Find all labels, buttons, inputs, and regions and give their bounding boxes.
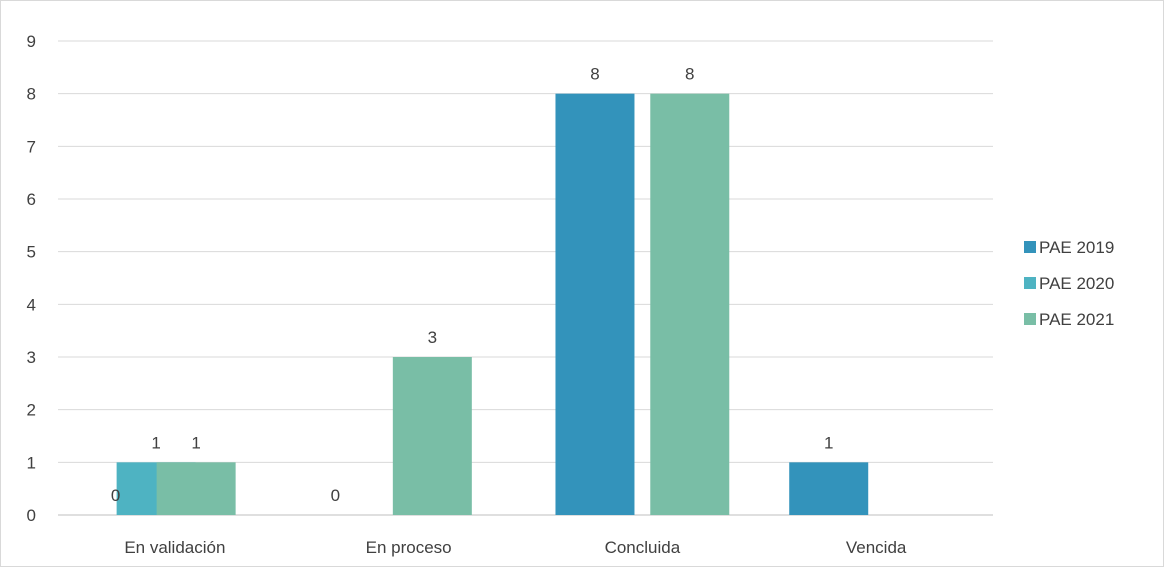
bar-pae-2021 bbox=[650, 93, 730, 516]
data-label: 0 bbox=[111, 486, 120, 505]
data-label: 8 bbox=[590, 65, 599, 84]
x-category-label: En validación bbox=[124, 538, 225, 557]
y-tick-label: 6 bbox=[27, 190, 36, 209]
x-category-label: Concluida bbox=[605, 538, 681, 557]
x-category-label: Vencida bbox=[846, 538, 907, 557]
bar-pae-2021 bbox=[156, 462, 236, 515]
y-tick-label: 2 bbox=[27, 401, 36, 420]
y-tick-label: 4 bbox=[27, 295, 36, 314]
y-tick-label: 7 bbox=[27, 137, 36, 156]
bar-pae-2019 bbox=[555, 93, 635, 516]
legend: PAE 2019 PAE 2020 PAE 2021 bbox=[1024, 238, 1114, 329]
legend-swatch bbox=[1024, 277, 1036, 289]
y-tick-label: 1 bbox=[27, 453, 36, 472]
y-axis-ticks: 0 1 2 3 4 5 6 7 8 9 bbox=[27, 32, 36, 525]
y-tick-label: 3 bbox=[27, 348, 36, 367]
legend-label: PAE 2021 bbox=[1039, 310, 1114, 329]
x-category-label: En proceso bbox=[366, 538, 452, 557]
data-label: 3 bbox=[428, 328, 437, 347]
y-tick-label: 8 bbox=[27, 85, 36, 104]
legend-label: PAE 2019 bbox=[1039, 238, 1114, 257]
legend-label: PAE 2020 bbox=[1039, 274, 1114, 293]
legend-swatch bbox=[1024, 313, 1036, 325]
data-label: 1 bbox=[191, 433, 200, 452]
y-tick-label: 9 bbox=[27, 32, 36, 51]
bars bbox=[116, 93, 869, 516]
data-label: 1 bbox=[151, 433, 160, 452]
data-labels: 0 1 1 0 3 8 8 1 bbox=[111, 65, 834, 505]
data-label: 1 bbox=[824, 433, 833, 452]
legend-swatch bbox=[1024, 241, 1036, 253]
y-tick-label: 0 bbox=[27, 506, 36, 525]
bar-pae-2021 bbox=[392, 357, 472, 515]
x-axis-categories: En validación En proceso Concluida Vencida bbox=[124, 538, 907, 557]
y-tick-label: 5 bbox=[27, 243, 36, 262]
data-label: 8 bbox=[685, 65, 694, 84]
bar-pae-2019 bbox=[789, 462, 869, 515]
data-label: 0 bbox=[331, 486, 340, 505]
